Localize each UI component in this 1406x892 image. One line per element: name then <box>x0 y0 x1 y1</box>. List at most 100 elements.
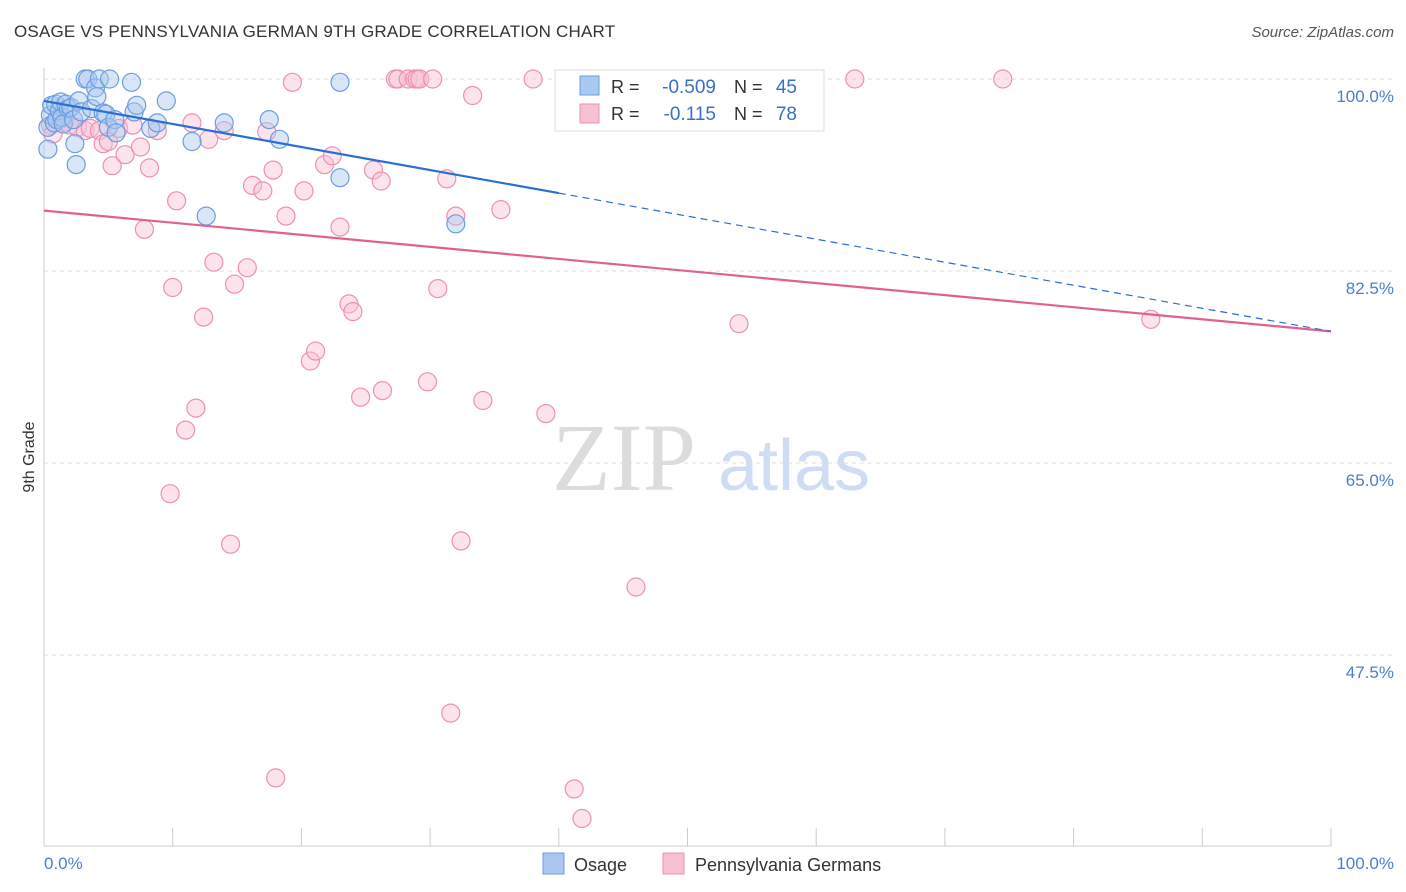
pg-point <box>441 703 461 723</box>
source-label: Source: ZipAtlas.com <box>1251 24 1394 41</box>
gridlines <box>44 78 1394 656</box>
pg-point <box>160 484 180 504</box>
pg-r-value: -0.115 <box>664 104 716 125</box>
pg-point <box>371 171 391 191</box>
osage-point <box>66 155 86 175</box>
pg-point <box>224 274 245 294</box>
pg-trend-line <box>43 209 1332 333</box>
pg-point <box>300 351 320 371</box>
pg-point <box>845 69 865 89</box>
y-tick-labels: 100.0% 82.5% 65.0% 47.5% <box>1336 87 1394 682</box>
pg-point <box>564 779 584 799</box>
watermark-atlas: atlas <box>718 426 870 506</box>
osage-point <box>259 109 279 130</box>
osage-point <box>196 206 216 226</box>
osage-point <box>121 72 142 92</box>
pg-point <box>167 191 187 211</box>
pg-point <box>451 531 471 551</box>
series-legend: Osage Pennsylvania Germans <box>542 852 881 875</box>
y-tick-label: 47.5% <box>1346 663 1394 682</box>
osage-point <box>214 113 234 133</box>
pg-bottom-swatch[interactable] <box>662 852 685 875</box>
pg-point <box>491 200 511 220</box>
osage-r-value: -0.509 <box>662 77 716 98</box>
pg-point <box>242 175 263 195</box>
pg-point <box>237 258 257 278</box>
osage-point <box>99 69 120 89</box>
pg-point <box>322 146 342 166</box>
osage-point <box>269 129 290 149</box>
pg-point <box>372 381 393 401</box>
series-osage <box>38 69 466 234</box>
pg-point <box>363 160 384 180</box>
pg-point <box>176 420 196 440</box>
osage-point <box>89 69 109 89</box>
pg-point <box>417 372 438 392</box>
pg-point <box>306 341 326 361</box>
x-tick-label-min: 0.0% <box>44 854 83 873</box>
pg-point <box>186 398 206 418</box>
x-tick-label-max: 100.0% <box>1336 854 1394 873</box>
pg-point <box>204 252 224 272</box>
pg-point <box>253 181 273 201</box>
pg-point <box>130 137 151 157</box>
pg-bottom-label[interactable]: Pennsylvania Germans <box>695 855 881 875</box>
osage-point <box>87 86 107 107</box>
pg-point <box>221 534 241 554</box>
pg-point <box>473 390 493 411</box>
osage-trend-line <box>43 99 559 195</box>
pg-point <box>102 156 122 176</box>
pg-point <box>266 768 286 788</box>
pg-point <box>263 160 283 180</box>
pg-point <box>523 69 543 89</box>
pg-n-value: 78 <box>776 104 797 125</box>
pg-point <box>536 404 556 424</box>
pg-point <box>343 302 363 322</box>
osage-point <box>182 131 202 152</box>
pg-point <box>446 206 466 226</box>
pg-point <box>134 219 154 239</box>
osage-bottom-label[interactable]: Osage <box>574 855 627 875</box>
watermark-zip: ZIP <box>552 404 696 511</box>
pg-point <box>423 69 443 89</box>
pg-point <box>294 181 314 201</box>
osage-point <box>106 123 126 143</box>
y-tick-label: 65.0% <box>1346 471 1394 490</box>
osage-trend-extension <box>558 192 1332 332</box>
osage-r-label: R = <box>611 77 640 97</box>
pg-point <box>163 277 183 298</box>
osage-bottom-swatch[interactable] <box>542 852 565 875</box>
trend-lines <box>43 99 1332 333</box>
x-ticks <box>43 828 1332 846</box>
pg-point <box>351 387 371 407</box>
osage-point <box>127 95 147 115</box>
osage-legend-swatch <box>579 75 600 96</box>
pg-point <box>388 69 408 89</box>
osage-point <box>65 134 85 154</box>
stats-legend-box <box>554 69 825 132</box>
pg-point <box>276 206 296 226</box>
pg-r-label: R = <box>611 104 640 124</box>
stats-legend: R = -0.509 N = 45 R = -0.115 N = 78 <box>554 69 825 132</box>
pg-point <box>463 85 483 106</box>
pg-point <box>729 314 749 334</box>
y-tick-label: 82.5% <box>1346 279 1394 298</box>
pg-point <box>139 158 160 178</box>
osage-point <box>38 139 58 159</box>
pg-point <box>428 279 448 299</box>
pg-point <box>115 145 135 165</box>
y-tick-label: 100.0% <box>1336 87 1394 106</box>
pg-n-label: N = <box>734 104 763 124</box>
pg-point <box>572 808 592 829</box>
watermark: ZIP atlas <box>552 404 870 511</box>
pg-point <box>993 69 1013 89</box>
pg-point <box>626 577 646 597</box>
pg-legend-swatch <box>579 103 600 124</box>
osage-n-value: 45 <box>776 77 797 98</box>
pg-point <box>282 72 302 92</box>
osage-point <box>63 109 84 130</box>
osage-point <box>446 214 466 234</box>
osage-point <box>53 114 73 134</box>
osage-point <box>156 91 176 111</box>
